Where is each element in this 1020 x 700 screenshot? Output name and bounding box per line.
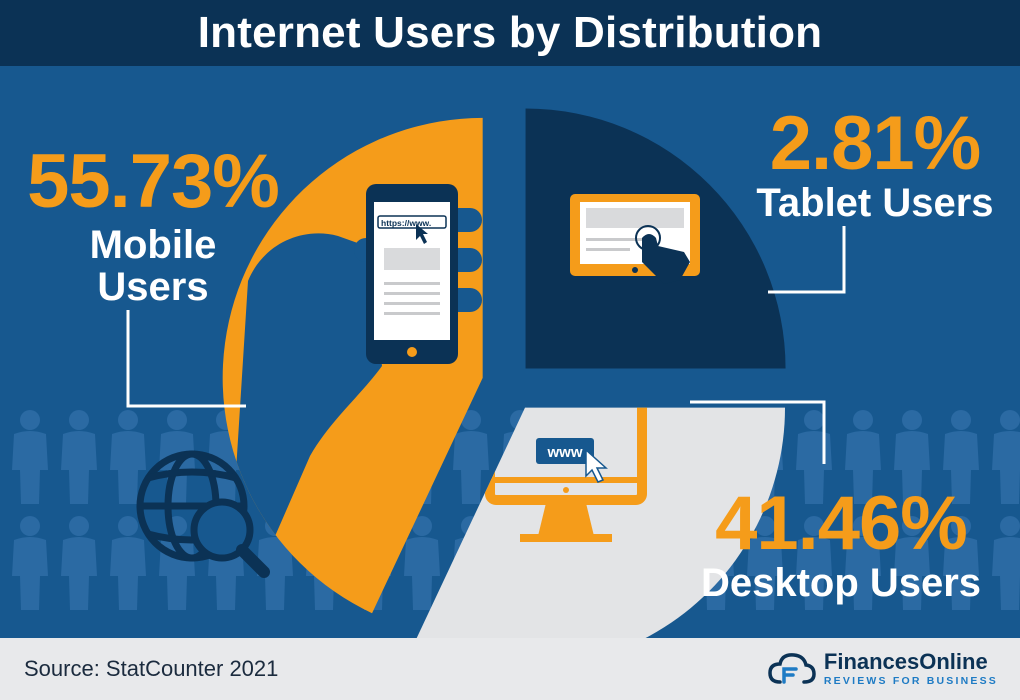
brand-cloud-icon xyxy=(768,653,816,684)
tablet-connector xyxy=(768,226,846,294)
tablet-name: Tablet Users xyxy=(756,181,994,225)
title-bar: Internet Users by Distribution xyxy=(0,0,1020,66)
page-title: Internet Users by Distribution xyxy=(197,8,823,57)
tablet-touch-icon xyxy=(570,194,700,284)
hand-phone-icon: https://www. xyxy=(230,184,482,566)
globe-search-icon xyxy=(136,450,270,578)
tablet-percent: 2.81% xyxy=(769,101,982,186)
desktop-percent: 41.46% xyxy=(715,481,968,566)
source-text: Source: StatCounter 2021 xyxy=(24,656,279,681)
svg-text:www: www xyxy=(546,444,582,461)
brand-tagline: REVIEWS FOR BUSINESS xyxy=(823,675,998,688)
connector-lines xyxy=(126,226,846,464)
footer: Source: StatCounter 2021 FinancesOnline … xyxy=(0,638,1020,700)
desktop-connector xyxy=(690,400,826,464)
chart-area: https://www. www xyxy=(0,66,1020,638)
pie-slice-desktop xyxy=(416,407,786,638)
mobile-name: Mobile Users xyxy=(89,223,217,309)
desktop-label: 41.46% Desktop Users xyxy=(686,481,996,605)
tablet-label: 2.81% Tablet Users xyxy=(740,101,1010,225)
desktop-name: Desktop Users xyxy=(700,561,982,605)
mobile-connector xyxy=(126,310,246,408)
mobile-percent: 55.73% xyxy=(27,139,280,224)
brand-name: FinancesOnline xyxy=(823,649,988,675)
brand-logo: FinancesOnline REVIEWS FOR BUSINESS xyxy=(768,651,998,687)
pie-chart: https://www. www xyxy=(12,108,1020,638)
svg-text:https://www.: https://www. xyxy=(381,218,431,228)
mobile-label: 55.73% Mobile Users xyxy=(18,139,288,309)
